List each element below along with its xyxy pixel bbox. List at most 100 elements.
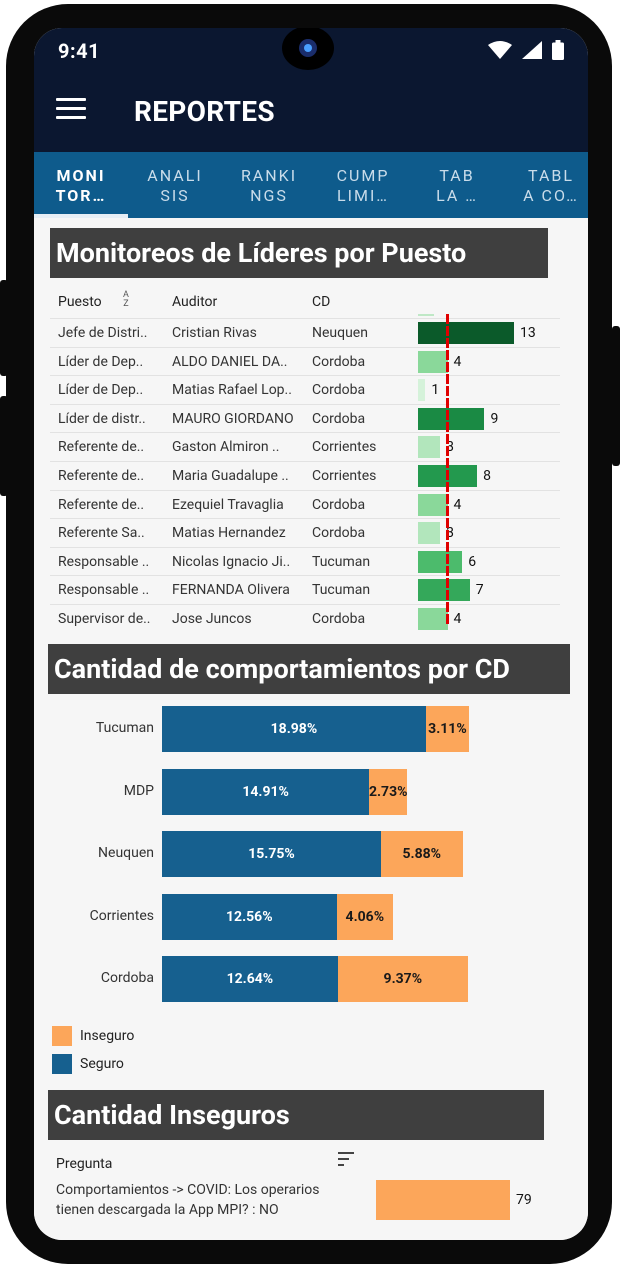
- monitoreo-bar-value: 4: [453, 353, 462, 370]
- cell-cd: Neuquen: [312, 325, 368, 341]
- category-label: Tucuman: [95, 720, 154, 736]
- bar-inseguro[interactable]: 3.11%: [425, 706, 470, 752]
- bar-inseguro[interactable]: 2.73%: [369, 768, 407, 815]
- monitoreo-bar[interactable]: [418, 350, 448, 373]
- cell-auditor: ALDO DANIEL DA..: [172, 353, 288, 370]
- table-row[interactable]: Líder de Dep.. Matias Rafael Lop.. Cordoba…: [50, 375, 560, 403]
- cell-cd: Cordoba: [312, 353, 366, 370]
- cell-puesto: Referente de..: [58, 468, 145, 484]
- monitoreo-bar[interactable]: [418, 379, 426, 402]
- category-label: Neuquen: [98, 845, 154, 861]
- cell-cd: Cordoba: [312, 525, 366, 542]
- report-content: Monitoreos de Líderes por Puesto Puesto …: [34, 218, 588, 1240]
- cell-auditor: Cristian Rivas: [172, 325, 257, 341]
- pregunta-text: Comportamientos -> COVID: Los operarios …: [56, 1182, 320, 1218]
- phone-side-button-left: [0, 280, 8, 376]
- cell-cd: Tucuman: [312, 582, 371, 599]
- monitoreo-bar[interactable]: [418, 579, 470, 602]
- cell-puesto: Responsable ..: [58, 553, 150, 570]
- table-row[interactable]: Responsable .. Nicolas Ignacio Ji.. Tucuma…: [50, 546, 560, 575]
- monitoreo-bar-value: 8: [483, 468, 491, 484]
- phone-side-button-left-2: [0, 396, 8, 496]
- cell-cd: Corrientes: [312, 468, 377, 484]
- column-header-auditor[interactable]: Auditor: [172, 294, 218, 310]
- tab-tabla-co[interactable]: TABL A CO…: [523, 166, 579, 205]
- reference-line: [446, 314, 449, 626]
- status-bar: 9:41: [34, 28, 588, 74]
- cell-puesto: Líder de Dep..: [58, 382, 144, 399]
- cell-auditor: Gaston Almiron ..: [172, 439, 280, 456]
- cell-cd: Tucuman: [312, 553, 371, 570]
- bar-seguro[interactable]: 14.91%: [162, 768, 370, 815]
- monitoreo-bar[interactable]: [418, 493, 448, 516]
- tab-rankings[interactable]: RANKI NGS: [240, 166, 298, 205]
- monitoreo-bar-value: 4: [453, 496, 462, 513]
- bar-inseguro[interactable]: 4.06%: [336, 893, 393, 940]
- cell-auditor: Ezequiel Travaglia: [172, 496, 284, 513]
- inseguros-bar: [376, 1180, 510, 1220]
- category-label: Corrientes: [89, 907, 154, 924]
- monitoreo-bar[interactable]: [418, 522, 441, 545]
- cell-puesto: Jefe de Distri..: [58, 325, 148, 341]
- monitoreo-bar-value: 7: [475, 582, 484, 599]
- monitoreo-bar-value: 6: [468, 553, 477, 570]
- wifi-icon: [488, 41, 512, 59]
- app-title: REPORTES: [134, 95, 275, 128]
- legend-swatch-seguro: [52, 1054, 72, 1074]
- monitoreo-bar[interactable]: [418, 550, 463, 573]
- table-row[interactable]: Responsable .. FERNANDA Olivera Tucuman 7: [50, 575, 560, 603]
- column-header-cd[interactable]: CD: [312, 294, 331, 310]
- table-row[interactable]: Líder de Dep.. ALDO DANIEL DA.. Cordoba 4: [50, 346, 560, 375]
- tab-monitoreo[interactable]: MONI TOR…: [34, 152, 128, 218]
- cell-auditor: Nicolas Ignacio Ji..: [172, 553, 291, 570]
- bar-seguro[interactable]: 12.64%: [162, 956, 338, 1002]
- table-row[interactable]: Líder de distr.. MAURO GIORDANO Cordoba 9: [50, 403, 560, 432]
- table-row[interactable]: Referente Sa.. Matias Hernandez Cordoba 3: [50, 518, 560, 546]
- bar-seguro[interactable]: 15.75%: [162, 831, 381, 877]
- cell-auditor: Maria Guadalupe ..: [172, 468, 289, 484]
- legend-label-seguro: Seguro: [80, 1056, 124, 1072]
- tab-analisis[interactable]: ANALI SIS: [147, 166, 203, 205]
- table-row[interactable]: Referente de.. Gaston Almiron .. Corriente…: [50, 432, 560, 460]
- cell-auditor: FERNANDA Olivera: [172, 582, 290, 599]
- column-header-pregunta[interactable]: Pregunta: [56, 1156, 113, 1172]
- cell-puesto: Referente Sa..: [58, 525, 145, 542]
- inseguros-value: 79: [516, 1192, 532, 1208]
- monitoreo-bar[interactable]: [418, 407, 485, 430]
- tab-cumplimiento[interactable]: CUMP LIMI…: [336, 166, 390, 205]
- section-title-monitoreos: Monitoreos de Líderes por Puesto: [50, 228, 548, 278]
- monitoreo-bar-value: 3: [446, 525, 455, 542]
- legend-inseguro[interactable]: Inseguro: [52, 1026, 134, 1046]
- cell-auditor: Jose Juncos: [172, 611, 252, 627]
- monitoreo-bar[interactable]: [418, 322, 514, 344]
- cell-auditor: MAURO GIORDANO: [172, 410, 294, 427]
- legend-seguro[interactable]: Seguro: [52, 1054, 124, 1074]
- hamburger-menu-icon[interactable]: [56, 98, 86, 122]
- monitoreo-bar[interactable]: [418, 608, 448, 630]
- table-row[interactable]: Jefe de Distri.. Cristian Rivas Neuquen 13: [50, 318, 560, 346]
- column-header-puesto[interactable]: Puesto: [58, 294, 102, 310]
- phone-power-button: [612, 326, 620, 466]
- cell-cd: Cordoba: [312, 382, 366, 399]
- cell-cd: Cordoba: [312, 410, 366, 427]
- bar-seguro[interactable]: 12.56%: [162, 893, 337, 940]
- tab-tabla[interactable]: TAB LA …: [436, 166, 478, 205]
- cell-puesto: Referente de..: [58, 439, 145, 456]
- monitoreo-bar[interactable]: [418, 436, 441, 459]
- section-title-comportamientos: Cantidad de comportamientos por CD: [48, 644, 570, 694]
- phone-screen: 9:41 REPORTES MONI TOR… ANALI SIS RANKI NGS…: [34, 28, 588, 1240]
- sort-icon[interactable]: [338, 1152, 356, 1168]
- cell-cd: Cordoba: [312, 496, 366, 513]
- cell-puesto: Referente de..: [58, 496, 145, 513]
- camera-lens: [299, 39, 317, 57]
- table-row[interactable]: Referente de.. Maria Guadalupe .. Corrient…: [50, 461, 560, 489]
- table-row[interactable]: Referente de.. Ezequiel Travaglia Cordoba 4: [50, 489, 560, 518]
- monitoreo-bar-value: 9: [490, 410, 499, 427]
- category-label: Cordoba: [100, 970, 154, 986]
- bar-seguro[interactable]: 18.98%: [162, 706, 426, 752]
- bar-inseguro[interactable]: 5.88%: [380, 831, 463, 877]
- table-row[interactable]: Supervisor de.. Jose Juncos Cordoba 4: [50, 604, 560, 632]
- legend-label-inseguro: Inseguro: [80, 1028, 135, 1044]
- bar-inseguro[interactable]: 9.37%: [337, 956, 468, 1002]
